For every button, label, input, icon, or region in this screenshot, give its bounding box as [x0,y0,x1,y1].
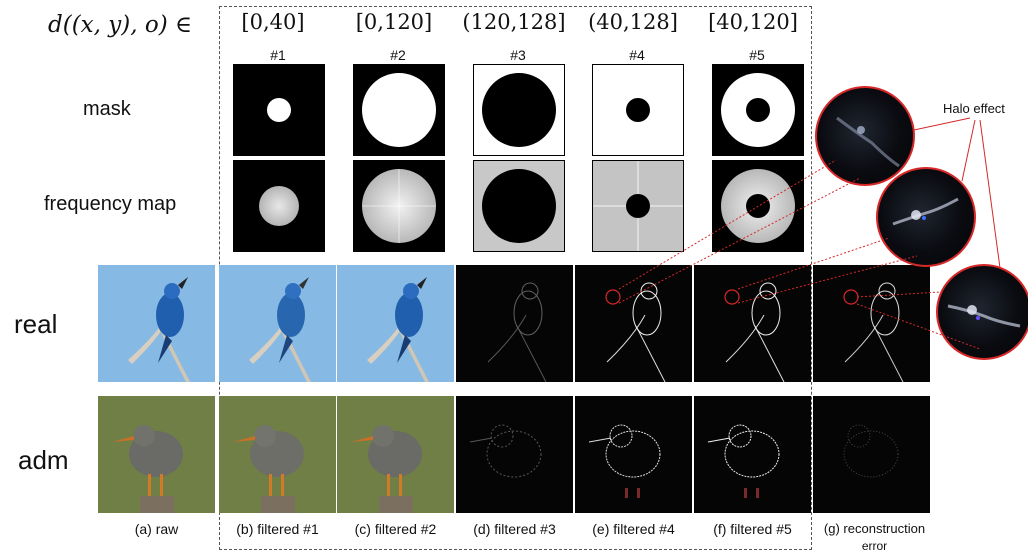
caption-reconstruction: (g) reconstruction [823,521,926,536]
index-3: #3 [510,47,526,63]
caption-reconstruction-error: error [861,539,888,553]
mask-tile-2 [353,64,445,156]
mask-tile-4 [592,64,684,156]
halo-effect-label: Halo effect [943,101,1005,116]
row-label-mask: mask [83,98,131,120]
freq-tile-1 [233,160,325,252]
caption-filtered-3: (d) filtered #3 [473,521,556,537]
halo-zoom-2 [876,167,976,267]
row-label-real: real [14,309,58,339]
real-filtered-3 [456,265,573,382]
adm-raw-image [98,396,215,513]
range-5: [40,120] [708,10,798,34]
index-4: #4 [629,47,645,63]
halo-zoom-3 [936,264,1028,360]
mask-tile-1 [233,64,325,156]
range-2: [0,120] [355,10,433,34]
real-filtered-5 [694,265,811,382]
real-filtered-2 [337,265,454,382]
adm-filtered-5 [694,396,811,513]
adm-filtered-2 [337,396,454,513]
caption-raw: (a) raw [134,521,179,537]
real-filtered-1 [219,265,336,382]
adm-filtered-3 [456,396,573,513]
row-label-adm: adm [18,445,69,475]
adm-filtered-1 [219,396,336,513]
index-1: #1 [270,47,286,63]
freq-tile-4 [592,160,684,252]
caption-filtered-4: (e) filtered #4 [592,521,675,537]
adm-reconstruction-error [813,396,930,513]
adm-filtered-4 [575,396,692,513]
range-1: [0,40] [241,10,305,34]
index-5: #5 [749,47,765,63]
row-label-frequency-map: frequency map [44,193,177,215]
mask-tile-5 [712,64,804,156]
caption-filtered-2: (c) filtered #2 [354,521,437,537]
mask-tile-3 [473,64,565,156]
freq-tile-3 [473,160,565,252]
range-3: (120,128] [462,10,566,34]
freq-tile-2 [353,160,445,252]
caption-filtered-1: (b) filtered #1 [236,521,319,537]
real-raw-image [98,265,215,382]
halo-zoom-1 [815,86,915,186]
caption-filtered-5: (f) filtered #5 [713,521,792,537]
real-filtered-4 [575,265,692,382]
range-4: (40,128] [588,10,678,34]
distance-formula: d((x, y), o) ∈ [48,12,193,38]
index-2: #2 [390,47,406,63]
